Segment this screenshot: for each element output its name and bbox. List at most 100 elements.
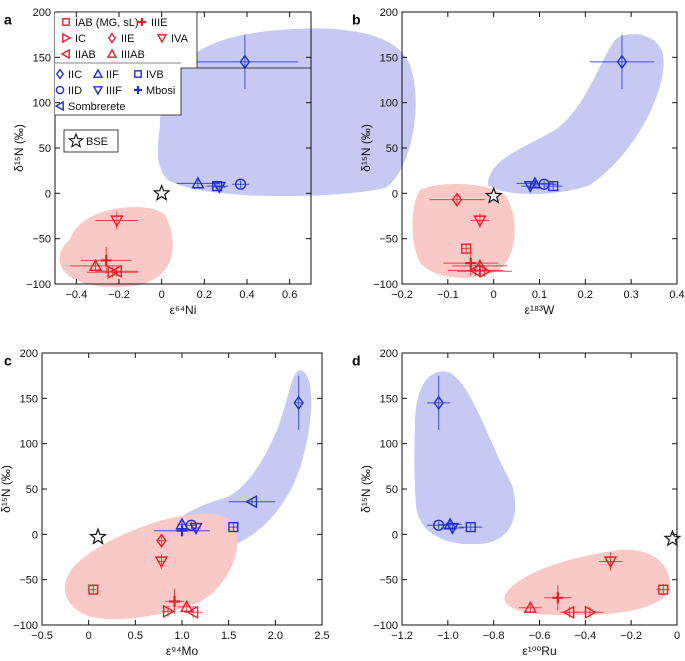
legend-item-sombrerete: Sombrerete bbox=[54, 100, 125, 113]
panel-a: IAB (MG, sL) IIIE IC IIE IVA IIAB bbox=[4, 7, 416, 317]
y-tick-label: −100 bbox=[26, 279, 51, 291]
marker-diamond bbox=[451, 192, 463, 207]
shaded-region-red bbox=[59, 207, 173, 288]
marker-square bbox=[212, 180, 223, 192]
x-tick-label: −0.2 bbox=[620, 630, 642, 642]
marker-plus bbox=[176, 525, 188, 537]
y-axis-label: δ¹⁵N (‰) bbox=[0, 465, 13, 513]
marker-triangle-right bbox=[584, 605, 597, 619]
bse-star-icon bbox=[67, 132, 85, 148]
data-point-iva bbox=[470, 213, 490, 228]
marker-triangle-down bbox=[445, 522, 460, 535]
y-axis-label: δ¹⁵N (‰) bbox=[12, 124, 26, 172]
marker-triangle-up bbox=[88, 258, 103, 271]
legend-label: IIIF bbox=[106, 85, 122, 97]
bse-label: BSE bbox=[86, 136, 108, 148]
data-point-ivb bbox=[228, 521, 239, 533]
legend-glyph bbox=[156, 34, 168, 44]
legend-label: Sombrerete bbox=[68, 101, 125, 113]
x-tick-label: 0.3 bbox=[624, 289, 639, 301]
data-point-iab-mg-sl bbox=[461, 243, 472, 254]
legend-item-iiif: IIIF bbox=[92, 85, 122, 97]
marker-triangle-down bbox=[523, 180, 538, 194]
panel-label: a bbox=[4, 11, 12, 27]
y-tick-label: −50 bbox=[379, 575, 398, 587]
y-tick-label: 150 bbox=[380, 393, 398, 405]
legend-marker-diamond bbox=[55, 68, 65, 80]
marker-plus bbox=[100, 254, 112, 266]
marker-diamond bbox=[156, 533, 167, 548]
marker-star bbox=[152, 183, 171, 202]
y-tick-label: 150 bbox=[20, 393, 38, 405]
legend-label: Mbosi bbox=[146, 85, 175, 97]
marker-triangle-up bbox=[523, 600, 538, 613]
y-tick-label: −50 bbox=[32, 234, 51, 246]
x-tick-label: 0 bbox=[86, 630, 92, 642]
x-tick-label: 0.5 bbox=[128, 630, 143, 642]
legend-item-iiie: IIIE bbox=[138, 17, 168, 29]
shaded-region-blue bbox=[488, 34, 664, 195]
marker-triangle-down bbox=[110, 215, 124, 228]
legend-glyph bbox=[92, 68, 104, 78]
data-point-ivb bbox=[544, 180, 563, 192]
legend-item-iid: IID bbox=[55, 85, 82, 97]
marker-triangle-right bbox=[162, 604, 175, 619]
data-point-iva bbox=[95, 211, 139, 230]
y-tick-label: −100 bbox=[373, 279, 398, 291]
legend-glyph bbox=[55, 68, 65, 80]
y-tick-label: 50 bbox=[386, 143, 398, 155]
marker-circle bbox=[433, 519, 445, 531]
y-tick-label: 200 bbox=[380, 348, 398, 360]
x-tick-label: −0.4 bbox=[574, 630, 596, 642]
legend-glyph bbox=[134, 70, 142, 78]
legend-item-iic: IIC bbox=[55, 68, 82, 81]
marker-triangle-down bbox=[473, 215, 487, 228]
marker-triangle-up bbox=[191, 176, 205, 189]
shaded-region-red bbox=[412, 183, 515, 278]
legend-glyph bbox=[138, 18, 146, 26]
x-tick-label: 0.2 bbox=[197, 289, 212, 301]
x-axis-label: ε⁹⁴Mo bbox=[166, 644, 199, 658]
panel-label: c bbox=[4, 352, 12, 368]
legend-item-iif: IIF bbox=[92, 68, 119, 81]
x-tick-label: 0 bbox=[674, 630, 680, 642]
x-tick-label: −0.6 bbox=[529, 630, 551, 642]
legend-label: IIC bbox=[68, 69, 82, 81]
x-tick-label: 1.0 bbox=[174, 630, 189, 642]
marker-star bbox=[484, 186, 503, 204]
shaded-region-blue bbox=[157, 28, 416, 197]
legend-item-iiab: IIAB bbox=[60, 48, 96, 61]
legend-marker-plus bbox=[138, 18, 146, 26]
legend-item-iab: IAB (MG, sL) bbox=[62, 17, 139, 29]
legend-marker-square bbox=[134, 70, 142, 78]
x-axis-label: ε¹⁸³W bbox=[525, 303, 555, 317]
y-tick-label: −50 bbox=[19, 575, 38, 587]
data-point-iiiab bbox=[69, 258, 122, 272]
legend-marker-triangle-left bbox=[60, 48, 70, 60]
y-tick-label: −100 bbox=[373, 620, 398, 632]
marker-triangle-right bbox=[479, 264, 492, 278]
marker-diamond bbox=[293, 395, 304, 411]
legend-marker-triangle-left bbox=[54, 100, 64, 112]
data-point-bse bbox=[88, 527, 108, 545]
data-point-iic bbox=[293, 375, 304, 431]
x-tick-label: −0.2 bbox=[391, 289, 413, 301]
shaded-region-blue bbox=[165, 370, 312, 549]
legend-marker-diamond bbox=[107, 32, 117, 44]
legend-marker-circle bbox=[55, 85, 65, 95]
data-point-ivb bbox=[459, 521, 483, 533]
data-point-iic bbox=[589, 34, 655, 90]
legend-label: IID bbox=[68, 85, 82, 97]
marker-square bbox=[465, 521, 476, 533]
legend-marker-square bbox=[62, 18, 70, 26]
y-tick-label: 200 bbox=[380, 7, 398, 19]
x-tick-label: −0.8 bbox=[483, 630, 505, 642]
marker-plus bbox=[552, 592, 564, 604]
marker-square bbox=[658, 584, 669, 595]
legend-item-ic: IC bbox=[62, 32, 86, 45]
legend-marker-plus bbox=[134, 86, 142, 94]
legend-label: IVA bbox=[171, 33, 189, 45]
marker-triangle-down bbox=[189, 522, 203, 535]
y-tick-label: 100 bbox=[20, 439, 38, 451]
